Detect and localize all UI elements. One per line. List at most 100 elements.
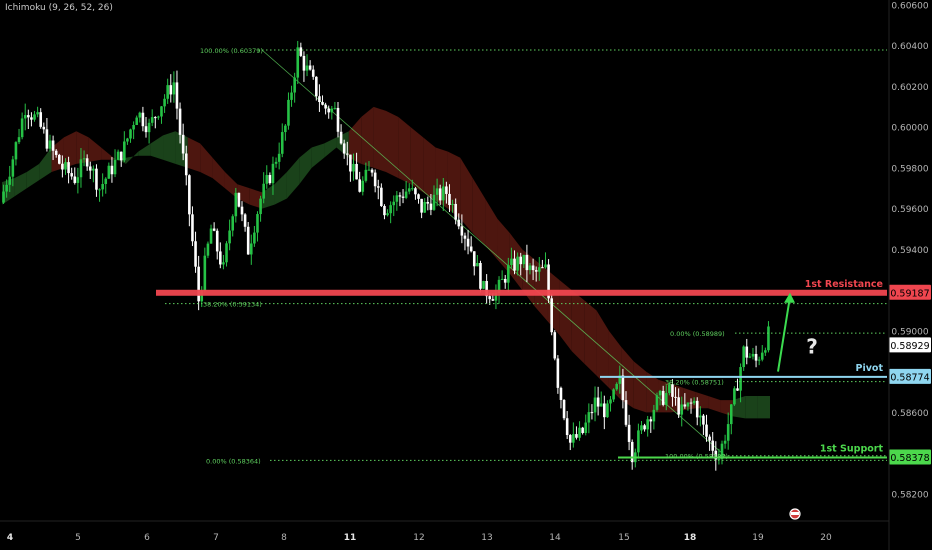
candle-body	[500, 278, 504, 280]
cloud-segment	[51, 137, 64, 172]
candle-body	[259, 198, 262, 215]
candle-body	[389, 205, 392, 214]
cloud-segment	[88, 137, 102, 162]
candle-body	[315, 76, 318, 97]
candle-body	[469, 246, 473, 252]
candle-body	[423, 201, 427, 213]
candle-body	[345, 153, 349, 155]
candle-body	[562, 399, 566, 419]
candle-body	[14, 142, 18, 160]
candle-body	[401, 196, 405, 198]
candle-body	[383, 206, 386, 216]
y-tick-label: 0.59800	[891, 164, 928, 174]
candle-body	[528, 265, 532, 271]
candle-body	[736, 388, 739, 391]
candle-body	[593, 397, 597, 413]
candle-body	[534, 270, 538, 272]
support-price-label: 0.58378	[890, 453, 929, 464]
candle-body	[624, 400, 628, 425]
support-level-name: 1st Support	[820, 444, 884, 455]
candle-body	[23, 115, 27, 119]
candle-body	[537, 267, 541, 272]
indicator-label[interactable]: Ichimoku (9, 26, 52, 26)	[5, 3, 113, 13]
x-tick-label: 12	[413, 533, 424, 543]
candle-body	[404, 191, 408, 198]
candle-body	[225, 243, 228, 263]
current-price-badge	[889, 337, 931, 353]
cloud-segment	[200, 143, 213, 179]
x-tick-label: 8	[281, 533, 287, 543]
candle-body	[386, 213, 389, 216]
candle-body	[612, 389, 615, 400]
candle-body	[572, 434, 575, 443]
candle-body	[101, 184, 104, 190]
cloud-segment	[14, 172, 27, 197]
candle-body	[30, 117, 33, 120]
candle-body	[169, 85, 173, 95]
candle-body	[33, 114, 36, 120]
candle-body	[39, 112, 43, 127]
candle-body	[209, 228, 213, 244]
candle-body	[646, 419, 649, 430]
resistance-price-badge	[889, 284, 931, 300]
candle-body	[184, 153, 188, 176]
candle-body	[11, 159, 15, 177]
candle-body	[253, 232, 256, 244]
cloud-segment	[175, 131, 188, 168]
y-tick-label: 0.60000	[891, 124, 928, 134]
cloud-segment	[720, 400, 733, 417]
candle-body	[352, 163, 355, 172]
candle-body	[708, 436, 711, 441]
candle-body	[61, 163, 64, 170]
candle-body	[482, 280, 485, 289]
candle-body	[550, 298, 553, 333]
candle-body	[144, 126, 148, 133]
candle-body	[565, 418, 569, 436]
candle-body	[525, 254, 529, 271]
cloud-segment	[608, 330, 622, 401]
candle-body	[568, 435, 572, 443]
candle-body	[243, 214, 247, 227]
candle-body	[603, 403, 606, 418]
projection-arrow	[777, 296, 791, 372]
fibonacci-annotations: 100.00% (0.60379) 38.20% (0.59134) 0.00% (…	[165, 47, 887, 465]
candle-body	[113, 159, 117, 175]
cloud-segment	[39, 147, 52, 181]
candle-body	[333, 107, 337, 109]
candle-body	[627, 424, 631, 442]
candle-body	[720, 443, 724, 459]
cloud-segment	[212, 157, 225, 189]
candle-body	[246, 226, 250, 255]
candle-body	[448, 193, 451, 206]
candle-body	[48, 140, 52, 149]
candle-body	[717, 458, 721, 460]
candle-body	[76, 177, 80, 183]
x-tick-label: 7	[213, 533, 219, 543]
candle-body	[519, 256, 523, 265]
candle-body	[760, 352, 764, 360]
y-tick-label: 0.58200	[891, 490, 928, 500]
cloud-segment	[138, 143, 151, 156]
candle-body	[191, 214, 194, 242]
candle-body	[590, 412, 594, 414]
candle-body	[172, 82, 176, 95]
x-tick-label: 18	[684, 533, 697, 543]
candle-body	[153, 117, 157, 119]
cloud-segment	[695, 391, 709, 409]
cloud-segment	[410, 127, 424, 193]
cloud-segment	[113, 157, 126, 164]
pivot-price-badge	[889, 368, 931, 384]
candle-body	[188, 175, 191, 215]
candle-body	[200, 290, 204, 302]
candle-body	[522, 254, 526, 265]
candle-body	[668, 384, 671, 394]
candle-body	[280, 132, 284, 154]
cloud-segment	[299, 147, 312, 185]
cloud-segment	[633, 361, 647, 413]
candle-body	[57, 154, 61, 164]
candle-body	[330, 108, 334, 113]
cloud-segment	[732, 396, 746, 419]
candle-body	[132, 125, 135, 130]
fib-label: 0.00% (0.58364)	[206, 457, 261, 465]
